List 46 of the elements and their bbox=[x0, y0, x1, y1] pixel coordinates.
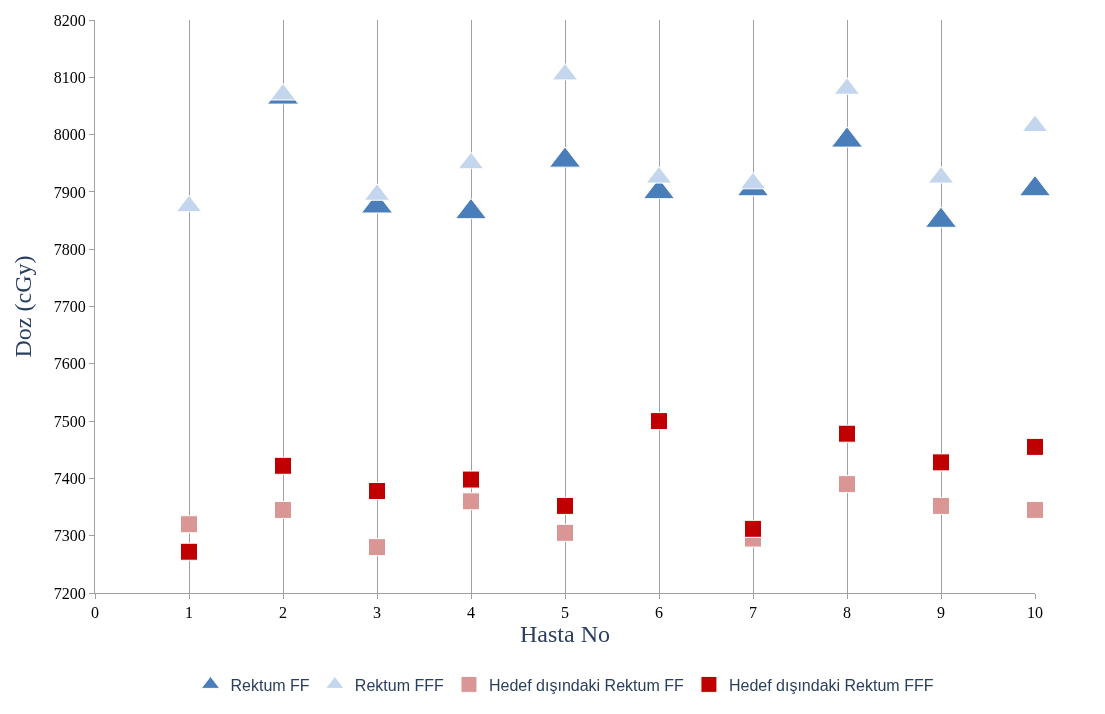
point bbox=[274, 500, 292, 519]
x-tick-label: 3 bbox=[373, 604, 381, 622]
point bbox=[462, 470, 480, 489]
x-axis-title: Hasta No bbox=[520, 621, 610, 648]
point bbox=[556, 496, 574, 515]
point bbox=[556, 523, 574, 542]
point bbox=[838, 475, 856, 494]
x-tick-label: 6 bbox=[655, 604, 663, 622]
legend-label: Hedef dışındaki Rektum FF bbox=[488, 676, 684, 694]
point bbox=[744, 519, 762, 538]
x-tick-label: 5 bbox=[561, 604, 569, 622]
y-tick-label: 8100 bbox=[53, 68, 86, 86]
y-tick-label: 7700 bbox=[53, 298, 86, 316]
y-tick-label: 7600 bbox=[53, 355, 86, 373]
x-tick-label: 8 bbox=[843, 604, 851, 622]
x-tick-label: 10 bbox=[1027, 604, 1043, 622]
x-tick-label: 9 bbox=[937, 604, 945, 622]
point bbox=[932, 496, 950, 515]
y-tick-label: 7900 bbox=[53, 183, 86, 201]
point bbox=[368, 482, 386, 501]
point bbox=[462, 492, 480, 511]
point bbox=[1026, 500, 1044, 519]
y-tick-label: 7300 bbox=[53, 527, 86, 545]
point bbox=[1026, 437, 1044, 456]
y-tick-label: 8000 bbox=[53, 126, 86, 144]
point bbox=[274, 456, 292, 475]
y-tick-label: 7500 bbox=[53, 412, 86, 430]
y-tick-label: 8200 bbox=[53, 11, 86, 29]
x-tick-label: 1 bbox=[185, 604, 193, 622]
x-tick-label: 7 bbox=[749, 604, 757, 622]
legend-label: Rektum FF bbox=[230, 676, 310, 694]
y-tick-label: 7800 bbox=[53, 240, 86, 258]
point bbox=[650, 412, 668, 431]
y-axis-title: Doz (cGy) bbox=[9, 255, 36, 358]
legend-label: Rektum FFF bbox=[354, 676, 444, 694]
point bbox=[180, 515, 198, 534]
point bbox=[180, 542, 198, 561]
x-tick-label: 4 bbox=[467, 604, 475, 622]
point bbox=[368, 538, 386, 557]
y-tick-label: 7400 bbox=[53, 470, 86, 487]
x-tick-label: 0 bbox=[91, 604, 99, 622]
y-tick-label: 7200 bbox=[53, 584, 86, 602]
x-tick-label: 2 bbox=[279, 604, 287, 622]
point bbox=[932, 453, 950, 472]
legend-label: Hedef dışındaki Rektum FFF bbox=[728, 676, 934, 694]
point bbox=[838, 424, 856, 443]
